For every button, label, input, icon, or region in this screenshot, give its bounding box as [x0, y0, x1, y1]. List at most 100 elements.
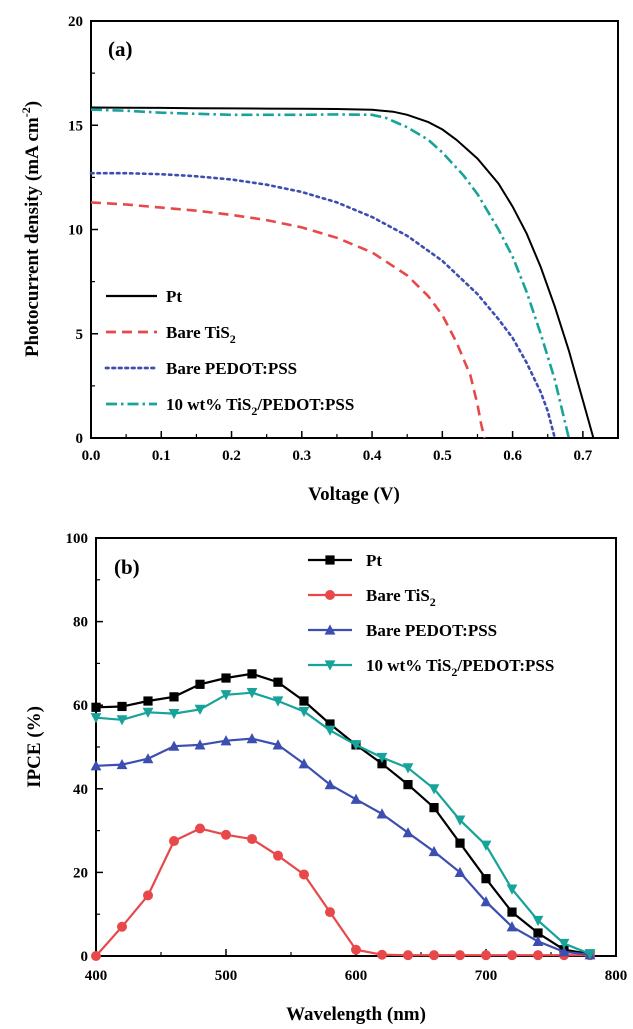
panel-a-y-tick-label: 0	[76, 431, 84, 447]
panel-b-series-2-marker	[273, 850, 283, 861]
panel-b-series-3-marker	[194, 739, 206, 750]
panel-a-x-tick-label: 0.2	[222, 448, 241, 464]
panel-a-x-tick-label: 0.6	[503, 448, 522, 464]
panel-b-legend-marker	[325, 555, 335, 565]
panel-a-x-tick-label: 0.0	[82, 448, 101, 464]
panel-b-series-4-marker	[116, 715, 128, 726]
panel-b-series-2-marker	[429, 950, 439, 961]
panel-b-series-1-marker	[481, 874, 491, 884]
panel-b-series-3-marker	[272, 739, 284, 750]
panel-b-series-2-marker	[91, 951, 101, 961]
panel-b-series-1-marker	[429, 803, 439, 813]
panel-b-y-tick-label: 100	[66, 531, 89, 547]
panel-b-series-4-marker	[532, 915, 544, 927]
panel-b-series-line-3	[95, 737, 591, 956]
panel-b-legend-label-rest: /PEDOT:PSS	[456, 656, 554, 675]
panel-b-series-4-marker	[168, 708, 180, 720]
panel-a-label: (a)	[108, 37, 133, 61]
panel-a-x-tick-label: 0.4	[363, 448, 382, 464]
panel-a-y-tick-label: 5	[76, 327, 84, 343]
panel-b-series-line-4	[95, 691, 591, 955]
panel-b-legend-label-subscript: 2	[451, 665, 457, 679]
panel-b-series-3-marker	[168, 740, 180, 751]
panel-b-series-3-marker	[116, 758, 128, 770]
panel-b-series-1-marker	[221, 673, 231, 683]
panel-b-x-tick-label: 600	[345, 968, 368, 984]
panel-a-series-line-4	[90, 108, 571, 439]
panel-b-series-4-marker	[350, 740, 362, 751]
panel-a-y-axis-label-main: Photocurrent density (mA cm	[22, 117, 43, 357]
panel-a-y-axis-label: Photocurrent density (mA cm-2)	[19, 101, 43, 357]
panel-a-legend-label: Bare TiS2	[166, 323, 236, 346]
panel-b-series	[90, 669, 596, 961]
panel-b-series-4-marker	[194, 704, 206, 715]
panel-b-label: (b)	[114, 555, 140, 579]
panel-b-series-4-marker	[506, 884, 518, 895]
panel-b-x-tick-label: 700	[475, 968, 498, 984]
panel-b-series-3-marker	[350, 793, 362, 804]
panel-b-series-3-marker	[428, 845, 440, 857]
panel-b-series-1-marker	[455, 838, 465, 848]
panel-b-series-2-marker	[325, 907, 335, 918]
panel-a-legend: Pt Bare TiS2 Bare PEDOT:PSS 10 wt% TiS2/PED…	[104, 287, 354, 418]
panel-b-series-1-marker	[91, 702, 101, 712]
panel-b-series-3-marker	[298, 758, 310, 769]
panel-b-x-tick-label: 800	[605, 968, 628, 984]
panel-b-legend-label-subscript: 2	[430, 595, 436, 609]
panel-b-series-4-marker	[376, 752, 388, 764]
panel-b-legend-label-text: Pt	[366, 551, 382, 570]
panel-b-legend-label-text: Bare TiS	[366, 586, 430, 605]
panel-a-ticks: 0.0 0.1 0.2 0.3 0.4 0.5 0.6 0.7 0 5 10 15 20	[68, 14, 619, 464]
panel-b-series-2-marker	[247, 833, 257, 844]
panel-a-x-tick-label: 0.7	[573, 448, 592, 464]
panel-b-series-2-marker	[533, 950, 543, 961]
panel-b-series-1-marker	[299, 696, 309, 706]
panel-b-series-2-marker	[507, 950, 517, 961]
panel-b-series-3-marker	[402, 827, 414, 838]
panel-b-series-3-marker	[532, 935, 544, 946]
panel-b-series-2-marker	[377, 949, 387, 960]
panel-a-legend-label-text: Bare PEDOT:PSS	[166, 359, 297, 378]
panel-b-legend-marker	[324, 660, 336, 671]
panel-b-series-4-marker	[246, 688, 258, 699]
panel-b-series-1-marker	[507, 907, 517, 917]
panel-b-series-2-marker	[143, 890, 153, 901]
panel-b-series-4-marker	[454, 815, 466, 826]
panel-b-legend-label-text: Bare PEDOT:PSS	[366, 621, 497, 640]
panel-b-legend-label: Bare PEDOT:PSS	[366, 621, 497, 640]
panel-b-series-2-marker	[299, 869, 309, 880]
panel-b-series-4-marker	[142, 707, 154, 718]
panel-b-series-3-marker	[454, 866, 466, 877]
panel-a-y-axis-label-end: )	[22, 101, 43, 107]
panel-b-legend-label: Pt	[366, 551, 382, 570]
panel-b-series-2-marker	[117, 921, 127, 932]
panel-b-series-2-marker	[195, 823, 205, 834]
panel-b-legend-label: Bare TiS2	[366, 586, 436, 609]
panel-b-y-tick-label: 80	[73, 615, 88, 631]
panel-b-series-4-marker	[558, 938, 570, 950]
panel-b-series-2-marker	[481, 950, 491, 961]
panel-b-series-2-marker	[455, 950, 465, 961]
panel-b-y-tick-label: 60	[73, 698, 88, 714]
panel-a-legend-label: 10 wt% TiS2/PEDOT:PSS	[166, 395, 354, 418]
panel-b-x-tick-label: 400	[85, 968, 108, 984]
panel-b-series-2-marker	[221, 829, 231, 840]
panel-b-legend-marker	[324, 624, 336, 635]
panel-b-series-4-marker	[272, 696, 284, 707]
panel-a-y-axis-label-sup: -2	[19, 107, 33, 117]
panel-a-legend-label-rest: /PEDOT:PSS	[256, 395, 354, 414]
panel-b-series-1-marker	[247, 669, 257, 679]
panel-a-legend-label: Pt	[166, 287, 182, 306]
panel-b-series-1-marker	[533, 928, 543, 938]
panel-a-y-tick-label: 20	[68, 14, 83, 30]
panel-b-chart: 400 500 600 700 800 0 20 40 60 80 100 (b) Waveleng…	[24, 531, 627, 1025]
panel-a-y-tick-label: 10	[68, 223, 83, 239]
panel-a-chart: 0.0 0.1 0.2 0.3 0.4 0.5 0.6 0.7 0 5 10 15 20 (a) Vol…	[19, 14, 619, 505]
panel-b-series-1-marker	[403, 780, 413, 790]
panel-b-series-3-marker	[246, 733, 258, 744]
panel-b-series-3-marker	[142, 753, 154, 764]
panel-a-series	[89, 106, 595, 440]
panel-a-legend-label-text: Bare TiS	[166, 323, 230, 342]
panel-b-series-2-marker	[169, 836, 179, 847]
panel-b-series-4-marker	[480, 840, 492, 851]
